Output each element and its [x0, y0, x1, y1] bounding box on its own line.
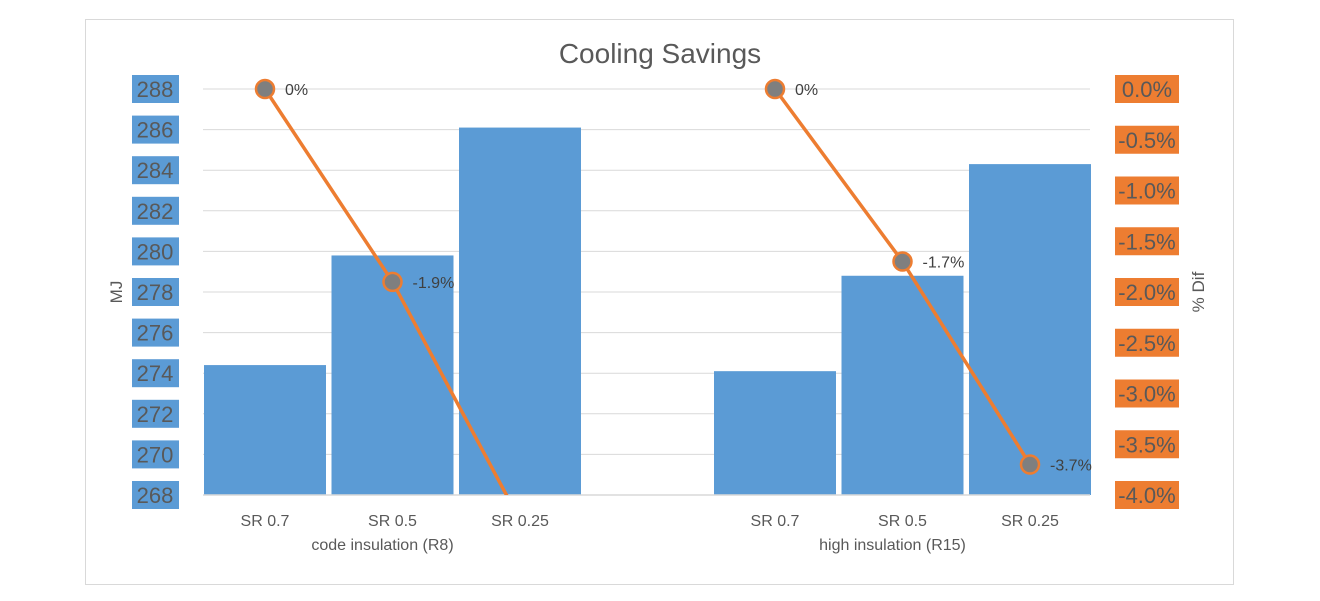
chart-title: Cooling Savings	[559, 38, 761, 69]
category-label: SR 0.5	[878, 513, 927, 530]
y2-tick-label: -0.5%	[1118, 128, 1175, 153]
bar	[459, 127, 581, 495]
y2-tick-label: -3.0%	[1118, 382, 1175, 407]
pct-data-label: -3.7%	[1050, 458, 1092, 475]
bar	[714, 371, 836, 495]
y-tick-bg	[132, 318, 179, 347]
y-tick-label: 268	[137, 483, 174, 508]
y-tick-bg	[132, 237, 179, 266]
y2-tick-bg	[1115, 278, 1179, 306]
pct-marker	[1019, 454, 1041, 475]
y2-tick-bg	[1115, 328, 1179, 357]
pct-marker	[382, 271, 403, 293]
y-tick-bg	[132, 75, 179, 103]
y-tick-bg	[132, 156, 179, 185]
pct-marker	[892, 251, 913, 272]
y-tick-label: 276	[137, 321, 174, 346]
y2-tick-bg	[1115, 379, 1179, 408]
category-label: SR 0.25	[1001, 513, 1059, 530]
y2-axis-title: % Dif	[1189, 271, 1208, 312]
bar	[969, 164, 1091, 496]
y2-tick-label: -4.0%	[1118, 483, 1175, 508]
y-tick-bg	[132, 115, 179, 144]
y-tick-bg	[132, 440, 179, 469]
y-tick-label: 278	[137, 280, 174, 305]
pct-data-label: 0%	[285, 82, 308, 99]
bar	[331, 255, 454, 495]
category-label: SR 0.7	[751, 513, 800, 530]
category-label: SR 0.5	[368, 513, 417, 530]
y2-tick-bg	[1115, 430, 1179, 459]
y2-tick-bg	[1115, 227, 1179, 256]
y-tick-bg	[132, 399, 179, 428]
group-label: code insulation (R8)	[311, 537, 453, 554]
y-tick-bg	[132, 278, 179, 306]
y2-tick-label: -1.5%	[1118, 229, 1175, 254]
y2-tick-label: -2.0%	[1118, 280, 1175, 305]
y-tick-label: 272	[137, 402, 174, 427]
y-tick-bg	[132, 196, 179, 225]
y2-tick-bg	[1115, 75, 1179, 103]
y2-tick-label: -2.5%	[1118, 331, 1175, 356]
pct-marker	[254, 78, 276, 100]
y2-tick-label: 0.0%	[1122, 77, 1172, 102]
y-tick-bg	[132, 359, 179, 388]
y-tick-label: 288	[137, 77, 174, 102]
y2-tick-bg	[1115, 125, 1179, 154]
pct-marker	[764, 78, 786, 100]
y-tick-label: 282	[137, 199, 174, 224]
y-tick-label: 280	[137, 239, 174, 264]
y-axis-title: MJ	[107, 281, 126, 304]
y-tick-label: 286	[137, 118, 174, 143]
y2-tick-label: -3.5%	[1118, 432, 1175, 457]
bar	[841, 275, 964, 495]
pct-data-label: -1.9%	[413, 275, 455, 292]
category-label: SR 0.25	[491, 513, 549, 530]
pct-data-label: 0%	[795, 82, 818, 99]
y-tick-label: 270	[137, 442, 174, 467]
y-tick-bg	[132, 481, 179, 509]
y2-tick-label: -1.0%	[1118, 179, 1175, 204]
y-tick-label: 284	[137, 158, 174, 183]
y2-tick-bg	[1115, 481, 1179, 509]
category-label: SR 0.7	[241, 513, 290, 530]
pct-data-label: -1.7%	[923, 255, 965, 272]
y-tick-label: 274	[137, 361, 174, 386]
bar	[204, 365, 326, 495]
y2-tick-bg	[1115, 176, 1179, 205]
group-label: high insulation (R15)	[819, 537, 966, 554]
